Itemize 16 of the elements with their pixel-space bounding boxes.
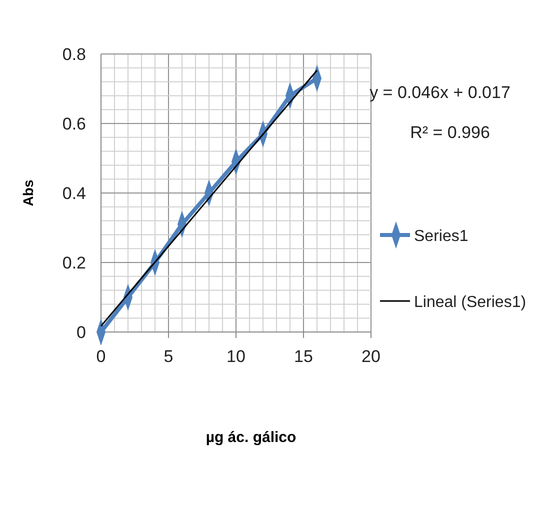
x-tick-label: 10 bbox=[226, 347, 246, 366]
y-tick-label: 0.8 bbox=[62, 45, 86, 64]
x-tick-label: 0 bbox=[96, 347, 106, 366]
x-tick-label: 20 bbox=[362, 347, 380, 366]
y-tick-label: 0 bbox=[76, 323, 86, 342]
x-tick-label: 5 bbox=[164, 347, 174, 366]
legend-label: Series1 bbox=[414, 228, 468, 245]
x-axis-title: µg ác. gálico bbox=[206, 429, 296, 446]
y-axis-title: Abs bbox=[20, 180, 36, 206]
x-tick-label: 15 bbox=[294, 347, 313, 366]
legend-label: Lineal (Series1) bbox=[414, 294, 526, 311]
y-tick-label: 0.6 bbox=[62, 114, 86, 134]
y-tick-label: 0.4 bbox=[62, 184, 86, 203]
y-tick-label: 0.2 bbox=[62, 254, 86, 272]
annotation: y = 0.046x + 0.017 bbox=[370, 83, 510, 102]
text: R² = 0.996 bbox=[410, 123, 490, 142]
